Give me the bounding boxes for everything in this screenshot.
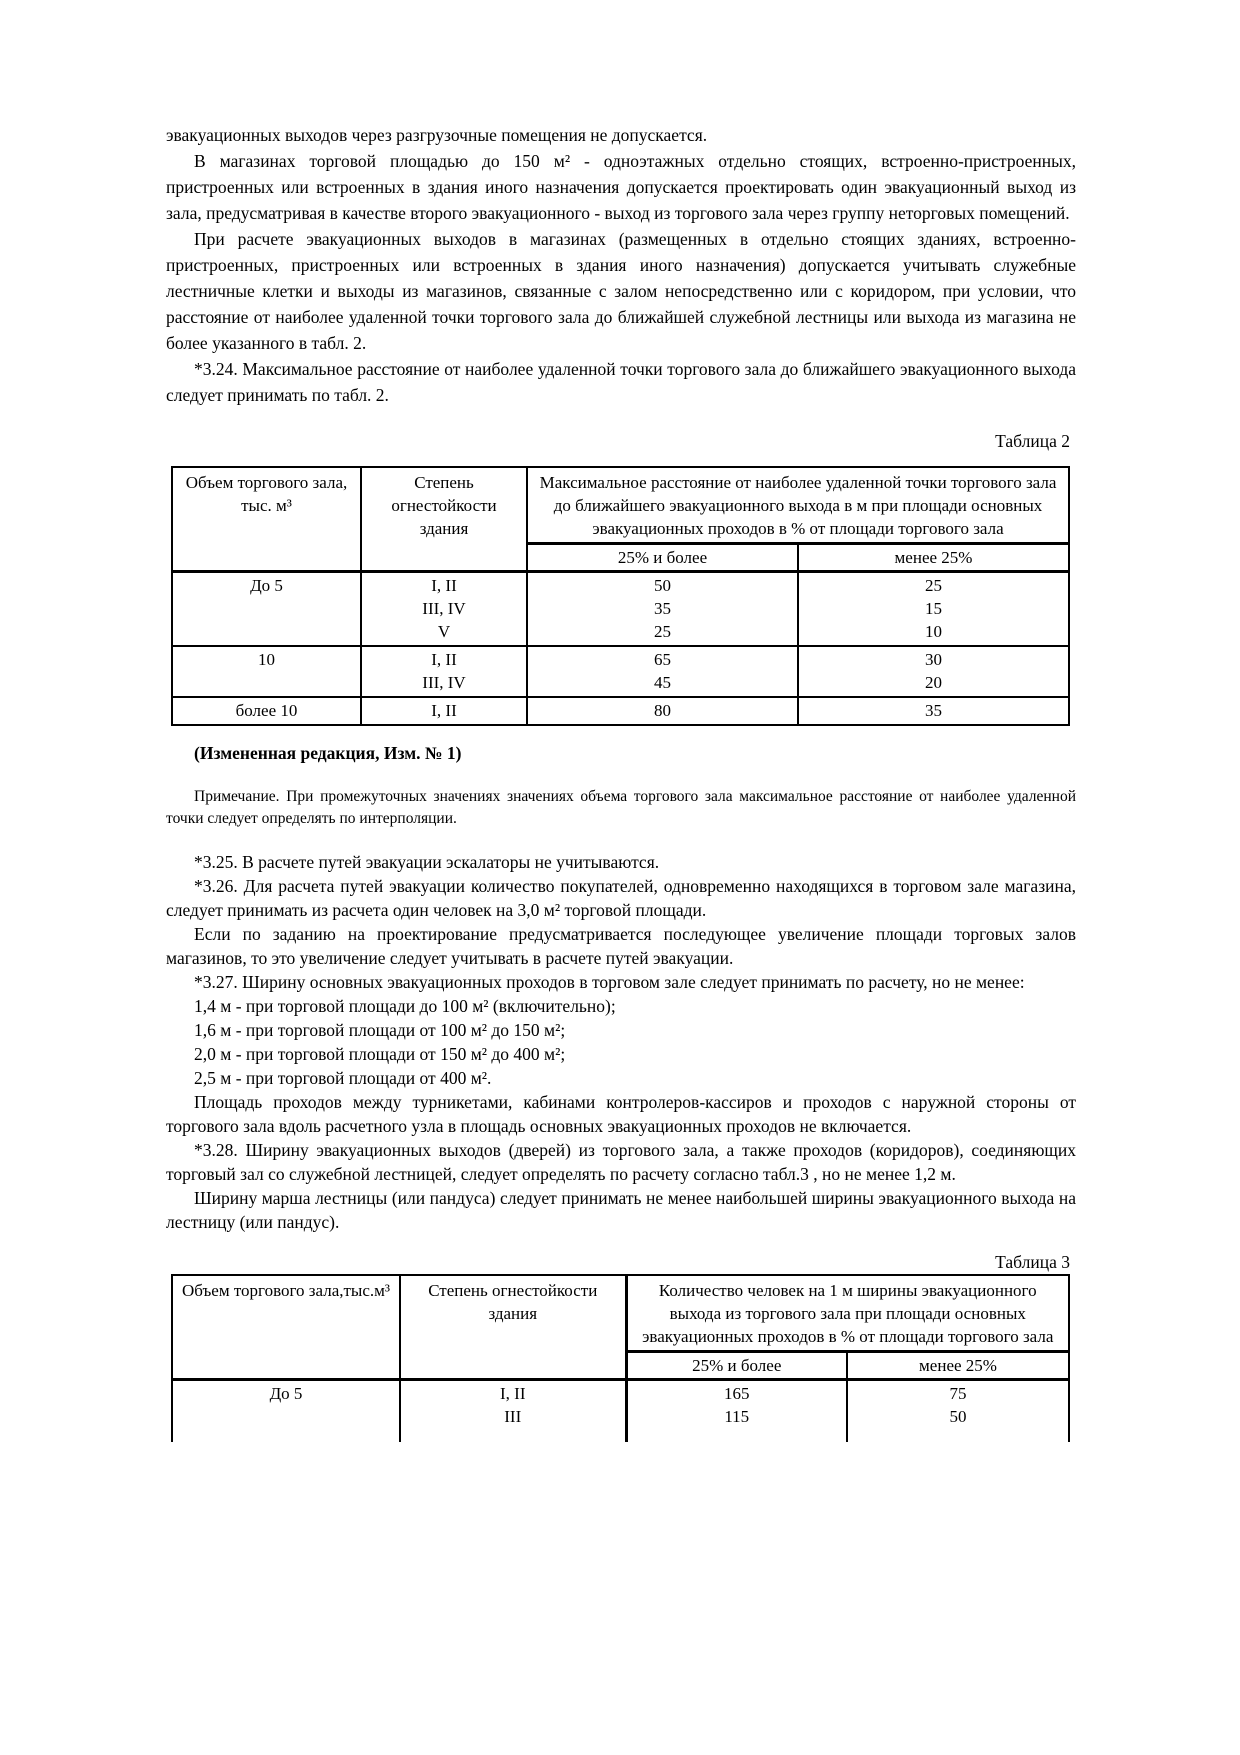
paragraph-continuation: эвакуационных выходов через разгрузочные…	[166, 125, 708, 145]
clauses-3-25-to-3-28: *3.25. В расчете путей эвакуации эскалат…	[166, 850, 1076, 1234]
table3-subheader-row: 25% и более менее 25%	[172, 1351, 1069, 1381]
paragraph-shops-150m2: В магазинах торговой площадью до 150 м² …	[166, 151, 1076, 223]
cell-degree: I, II III, IV	[360, 645, 527, 697]
cell-more25: 165 115	[624, 1379, 847, 1442]
paragraph-area-increase: Если по заданию на проектирование предус…	[166, 924, 1076, 968]
table2-row-upto5: До 5 I, II III, IV V 50 35 25 25 15 10	[172, 571, 1070, 646]
cell-less25: 35	[796, 696, 1070, 725]
clause-3-25: *3.25. В расчете путей эвакуации эскалат…	[194, 852, 660, 872]
paragraph-stair-width: Ширину марша лестницы (или пандуса) след…	[166, 1188, 1076, 1232]
table3-header-row: Объем торгового зала,тыс.м³ Степень огне…	[172, 1275, 1069, 1381]
cell-less25: 25 15 10	[796, 571, 1070, 646]
list-item-1-6m: 1,6 м - при торговой площади от 100 м² д…	[194, 1020, 566, 1040]
clause-3-26: *3.26. Для расчета путей эвакуации колич…	[166, 876, 1076, 920]
cell-less25: 30 20	[796, 645, 1070, 697]
cell-more25: 65 45	[526, 645, 798, 697]
cell-volume: До 5	[250, 576, 283, 595]
table2-header-distance: Максимальное расстояние от наиболее удал…	[525, 467, 1070, 545]
table2-row-10: 10 I, II III, IV 65 45 30 20	[172, 645, 1070, 697]
cell-more25: 50 35 25	[526, 571, 798, 646]
list-item-2-0m: 2,0 м - при торговой площади от 150 м² д…	[194, 1044, 566, 1064]
list-item-1-4m: 1,4 м - при торговой площади до 100 м² (…	[194, 996, 616, 1016]
amendment-note: (Измененная редакция, Изм. № 1)	[194, 743, 462, 763]
clause-3-28: *3.28. Ширину эвакуационных выходов (две…	[166, 1140, 1076, 1184]
cell-degree: I, II III	[399, 1379, 626, 1442]
table2-subheader-less25: менее 25%	[796, 543, 1070, 573]
cell-volume: 10	[172, 645, 361, 697]
cell-degree: I, II	[360, 696, 527, 725]
table2-caption: Таблица 2	[995, 431, 1070, 451]
cell-degree: I, II III, IV V	[360, 571, 527, 646]
table3-subheader-more25: 25% и более	[624, 1351, 847, 1381]
table3-row-upto5: До 5 I, II III 165 115 75 50	[172, 1379, 1069, 1442]
table2-header-degree: Степень огнестойкости здания	[360, 467, 527, 573]
clause-3-27: *3.27. Ширину основных эвакуационных про…	[194, 972, 1025, 992]
table3-clip: Объем торгового зала,тыс.м³ Степень огне…	[166, 1274, 1076, 1442]
table3-header-count: Количество человек на 1 м ширины эвакуац…	[624, 1275, 1069, 1353]
table3-header-volume: Объем торгового зала,тыс.м³	[172, 1275, 400, 1381]
table2-subheader-row: 25% и более менее 25%	[172, 543, 1070, 573]
cell-volume: более 10	[172, 696, 361, 725]
clause-3-24: *3.24. Максимальное расстояние от наибол…	[166, 359, 1076, 405]
table3-subheader-less25: менее 25%	[846, 1351, 1069, 1381]
paragraph-exit-calculation: При расчете эвакуационных выходов в мага…	[166, 229, 1076, 353]
table2: Объем торгового зала, тыс. м³ Степень ог…	[171, 466, 1071, 726]
table2-footnote: Примечание. При промежуточных значениях …	[166, 788, 1076, 827]
table2-row-over10: более 10 I, II 80 35	[172, 696, 1070, 725]
paragraph-turnstiles: Площадь проходов между турникетами, каби…	[166, 1092, 1076, 1136]
cell-less25: 75 50	[846, 1379, 1069, 1442]
table2-header-row: Объем торгового зала, тыс. м³ Степень ог…	[172, 467, 1070, 573]
list-item-2-5m: 2,5 м - при торговой площади от 400 м².	[194, 1068, 492, 1088]
cell-volume: До 5	[269, 1384, 303, 1403]
table3: Объем торгового зала,тыс.м³ Степень огне…	[171, 1274, 1070, 1442]
table2-subheader-more25: 25% и более	[526, 543, 798, 573]
table2-header-volume: Объем торгового зала, тыс. м³	[172, 467, 361, 573]
table3-header-degree: Степень огнестойкости здания	[399, 1275, 626, 1381]
table3-caption: Таблица 3	[995, 1252, 1070, 1272]
cell-more25: 80	[526, 696, 798, 725]
